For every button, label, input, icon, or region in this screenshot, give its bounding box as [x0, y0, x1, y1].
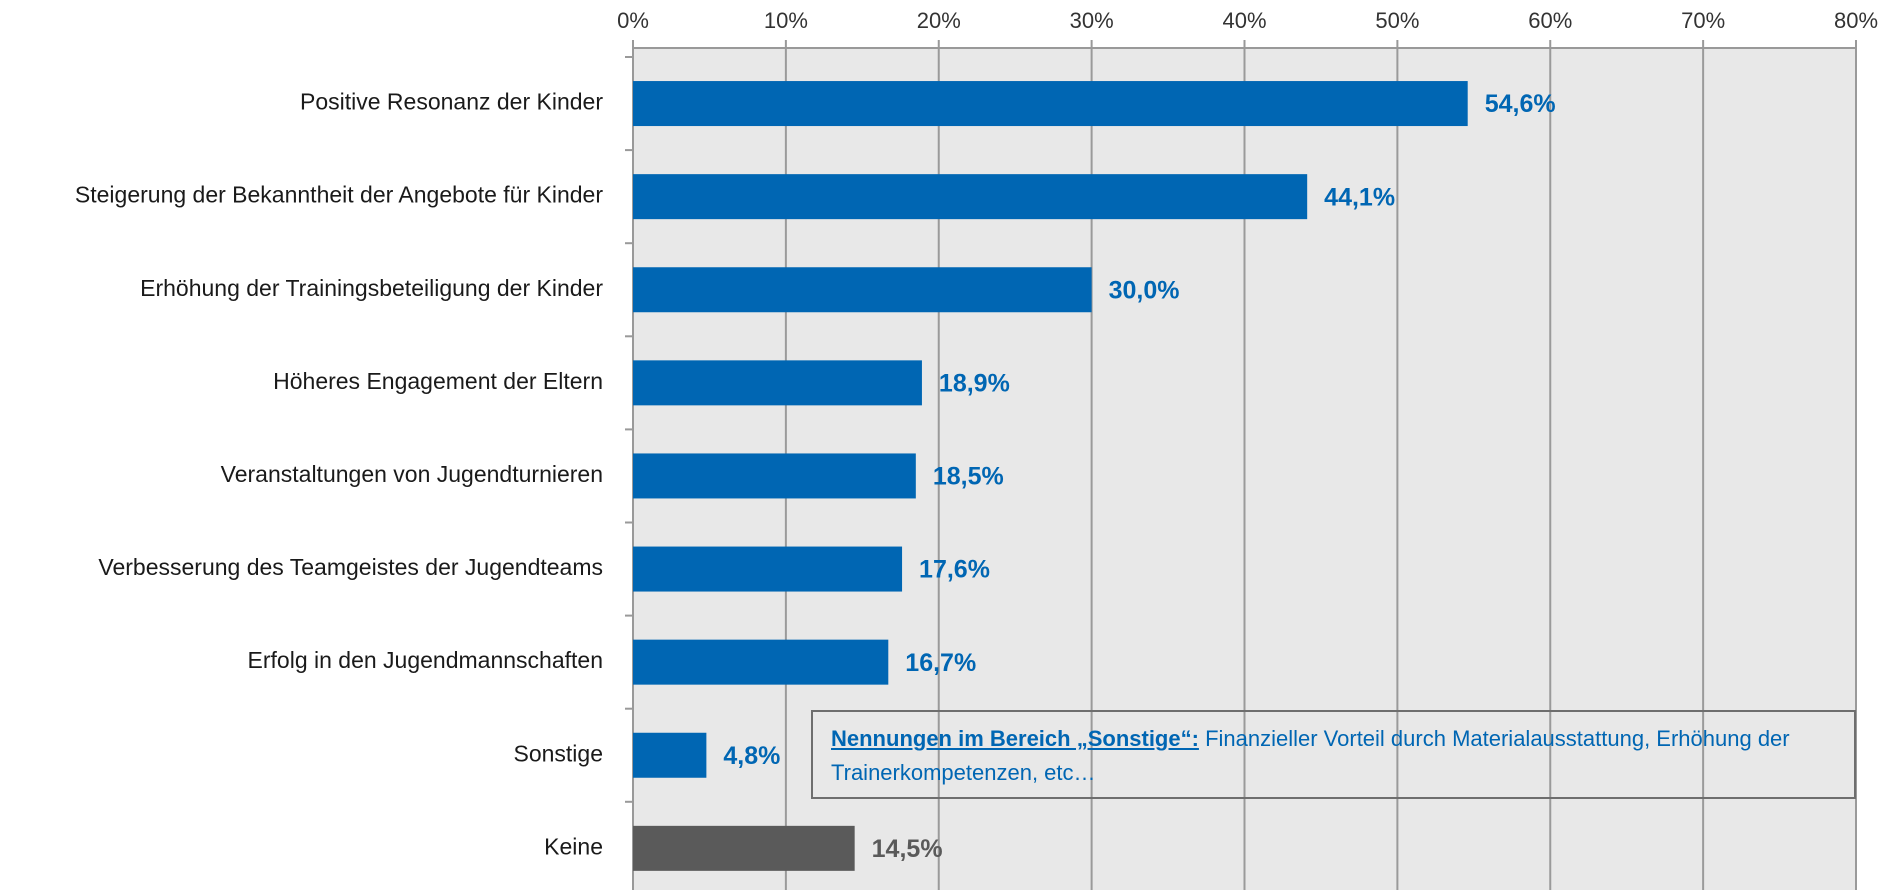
y-tick-label: Veranstaltungen von Jugendturnieren: [221, 461, 603, 487]
bar: [633, 267, 1092, 313]
x-tick-label: 50%: [1375, 8, 1419, 33]
annotation-heading: Nennungen im Bereich „Sonstige“:: [831, 726, 1199, 751]
data-label: 17,6%: [919, 556, 990, 584]
x-tick-label: 30%: [1070, 8, 1114, 33]
data-label: 4,8%: [723, 742, 780, 770]
data-label: 44,1%: [1324, 183, 1395, 211]
data-label: 30,0%: [1109, 276, 1180, 304]
bar: [633, 453, 916, 499]
annotation: Nennungen im Bereich „Sonstige“: Finanzi…: [811, 710, 1856, 799]
bar: [633, 81, 1468, 127]
y-tick-label: Verbesserung des Teamgeistes der Jugendt…: [98, 554, 603, 580]
y-tick-label: Sonstige: [513, 740, 603, 766]
annotation-text: Finanzieller Vorteil durch Materialausst…: [831, 726, 1790, 785]
x-tick-label: 40%: [1222, 8, 1266, 33]
data-label: 14,5%: [872, 835, 943, 863]
bar: [633, 732, 707, 778]
y-tick-label: Erhöhung der Trainingsbeteiligung der Ki…: [140, 275, 603, 301]
data-label: 54,6%: [1485, 90, 1556, 118]
y-tick-label: Keine: [544, 833, 603, 859]
x-tick-label: 80%: [1834, 8, 1878, 33]
data-label: 16,7%: [905, 649, 976, 677]
y-tick-label: Positive Resonanz der Kinder: [300, 89, 603, 115]
bar: [633, 546, 903, 592]
data-label: 18,5%: [933, 463, 1004, 491]
bar: [633, 825, 855, 871]
y-tick-label: Steigerung der Bekanntheit der Angebote …: [75, 182, 603, 208]
x-tick-label: 0%: [617, 8, 649, 33]
x-tick-label: 10%: [764, 8, 808, 33]
data-label: 18,9%: [939, 369, 1010, 397]
x-tick-label: 70%: [1681, 8, 1725, 33]
y-tick-label: Erfolg in den Jugendmannschaften: [248, 647, 603, 673]
x-tick-label: 20%: [917, 8, 961, 33]
bar: [633, 639, 889, 685]
bar: [633, 360, 922, 406]
bar: [633, 174, 1308, 220]
y-tick-label: Höheres Engagement der Eltern: [273, 368, 603, 394]
x-tick-label: 60%: [1528, 8, 1572, 33]
